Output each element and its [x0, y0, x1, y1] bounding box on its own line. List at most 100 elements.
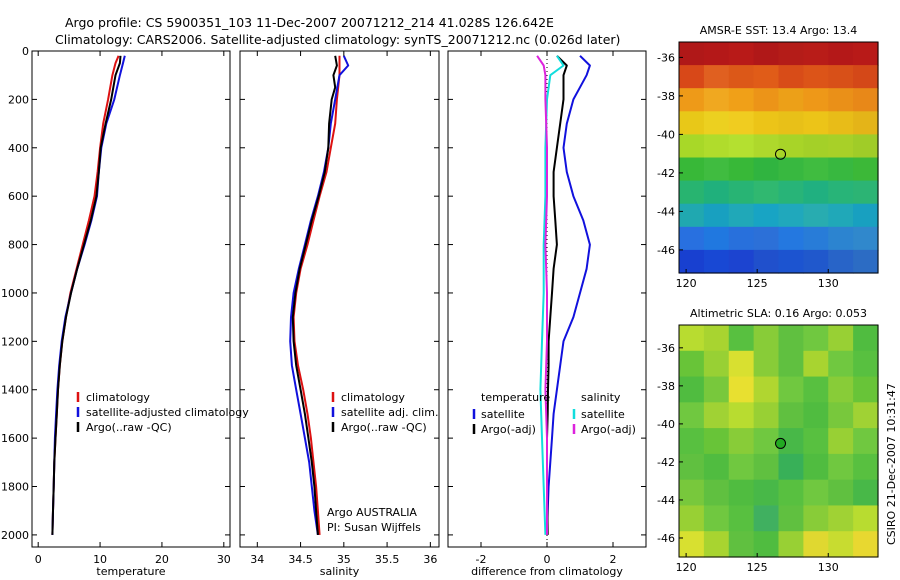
map-cell — [853, 402, 879, 429]
map-cell — [778, 134, 804, 159]
map-y-tick-label: -36 — [657, 342, 675, 355]
map-cell — [679, 505, 705, 532]
map-cell — [728, 134, 755, 159]
map-cell — [853, 505, 879, 532]
map-cell — [703, 65, 730, 89]
x-tick-label: 36 — [423, 553, 437, 566]
map-cell — [803, 65, 829, 89]
map-cell — [853, 428, 879, 455]
map-cell — [853, 453, 879, 481]
legend-entry: climatology — [341, 391, 405, 404]
map-cell — [753, 226, 780, 251]
map-cell — [803, 42, 829, 66]
x-tick-label: -2 — [476, 553, 487, 566]
map-cell — [828, 453, 854, 481]
x-tick-label: 10 — [93, 553, 107, 566]
map-cell — [728, 350, 755, 378]
series-line-1 — [289, 55, 350, 536]
map-cell — [679, 180, 705, 205]
map-cell — [778, 376, 804, 403]
map-cell — [778, 531, 804, 558]
map-cell — [853, 203, 879, 228]
map-cell — [753, 479, 780, 507]
map-cell — [853, 226, 879, 251]
map-cell — [828, 42, 854, 66]
map-y-tick-label: -38 — [657, 380, 675, 393]
map-cell — [778, 249, 804, 274]
info-line1: Argo AUSTRALIA — [327, 506, 417, 519]
x-axis-label: salinity — [320, 565, 360, 578]
map-cell — [778, 42, 804, 66]
argo-location-marker — [775, 437, 787, 449]
x-tick-label: 35 — [337, 553, 351, 566]
map-cell — [853, 350, 879, 378]
map-cell — [803, 203, 829, 228]
map-x-tick-label: 125 — [747, 277, 768, 290]
map-cell — [753, 65, 780, 89]
y-tick-label: 400 — [8, 142, 29, 155]
map-cell — [728, 376, 755, 403]
map-frame — [678, 41, 879, 274]
series-line-0 — [292, 55, 341, 535]
map-cell — [853, 42, 879, 66]
map-cell — [803, 134, 829, 159]
map-cell — [853, 479, 879, 507]
map-cell — [828, 402, 854, 429]
map-cell — [679, 157, 705, 182]
map-cell — [828, 111, 854, 135]
map-cell — [803, 505, 829, 532]
x-tick-label: 30 — [217, 553, 231, 566]
x-tick-label: 0 — [544, 553, 551, 566]
map-cell — [679, 453, 705, 481]
x-axis-label: temperature — [96, 565, 165, 578]
map-cell — [703, 88, 730, 112]
map-cell — [853, 65, 879, 89]
map-cell — [853, 376, 879, 403]
map-title: Altimetric SLA: 0.16 Argo: 0.053 — [690, 307, 867, 320]
legend-entry: Argo(-adj) — [581, 423, 636, 436]
map-cell — [803, 111, 829, 135]
legend-group-title: temperature — [481, 391, 550, 404]
map-cell — [728, 42, 755, 66]
map-y-tick-label: -40 — [657, 128, 675, 141]
map-cell — [703, 111, 730, 135]
map-cell — [679, 111, 705, 135]
map-cell — [803, 180, 829, 205]
map-cell — [853, 180, 879, 205]
map-cell — [828, 531, 854, 558]
figure-title-line2: Climatology: CARS2006. Satellite-adjuste… — [55, 32, 620, 47]
map-cell — [703, 249, 730, 274]
map-cell — [728, 203, 755, 228]
map-cell — [803, 453, 829, 481]
map-cell — [853, 111, 879, 135]
y-tick-label: 0 — [22, 45, 29, 58]
map-cell — [679, 134, 705, 159]
map-cell — [778, 203, 804, 228]
legend-entry: satellite-adjusted climatology — [86, 406, 249, 419]
map-y-tick-label: -42 — [657, 456, 675, 469]
map-cell — [778, 505, 804, 532]
y-tick-label: 2000 — [1, 529, 29, 542]
series-line-0 — [546, 55, 591, 535]
map-cell — [803, 226, 829, 251]
map-cell — [703, 157, 730, 182]
map-x-tick-label: 120 — [676, 277, 697, 290]
map-cell — [679, 350, 705, 378]
sla-map-panel: Altimetric SLA: 0.16 Argo: 0.053 120 125 13… — [657, 307, 879, 574]
temperature-profile-panel: 0 10 20 30 0 200 400 600 800 1000 1200 1400 1600 1800… — [1, 45, 249, 578]
map-cell — [703, 42, 730, 66]
x-tick-label: 34.5 — [288, 553, 313, 566]
map-cell — [853, 325, 879, 352]
series-line-0 — [51, 55, 120, 535]
map-cell — [703, 350, 730, 378]
map-cell — [679, 42, 705, 66]
y-tick-label: 1800 — [1, 481, 29, 494]
map-cell — [728, 479, 755, 507]
map-cell — [803, 376, 829, 403]
map-cell — [803, 531, 829, 558]
map-cell — [803, 325, 829, 352]
x-tick-label: 2 — [610, 553, 617, 566]
map-cell — [753, 180, 780, 205]
map-cell — [703, 453, 730, 481]
